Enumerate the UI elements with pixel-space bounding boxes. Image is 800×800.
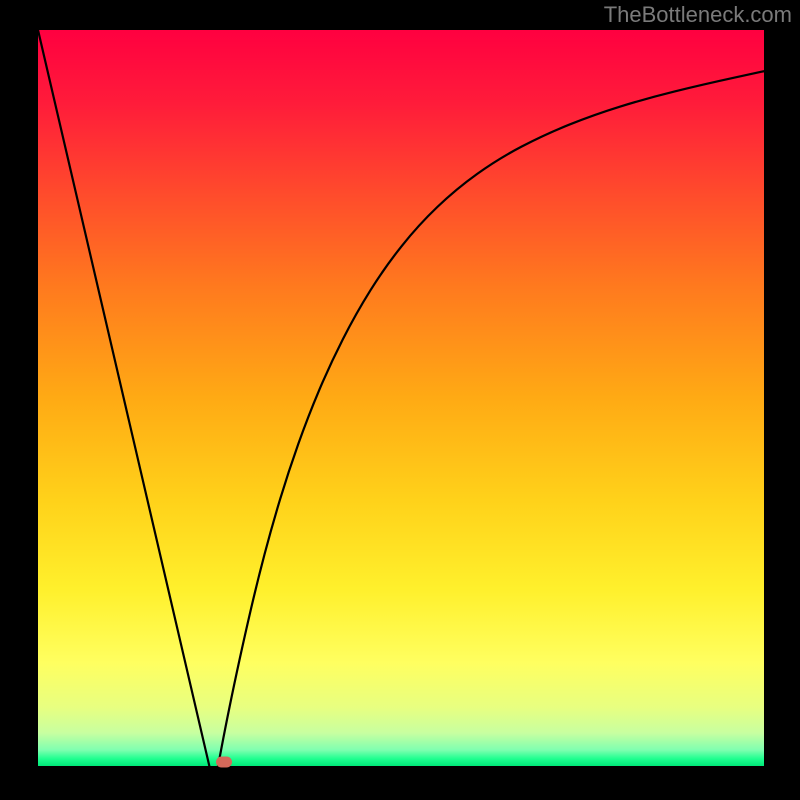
curve-svg — [38, 30, 764, 766]
curve-left-segment — [38, 30, 209, 766]
minimum-marker — [216, 756, 232, 767]
curve-right-segment — [218, 71, 764, 766]
watermark-text: TheBottleneck.com — [604, 2, 792, 28]
plot-area — [38, 30, 764, 766]
chart-container: TheBottleneck.com — [0, 0, 800, 800]
